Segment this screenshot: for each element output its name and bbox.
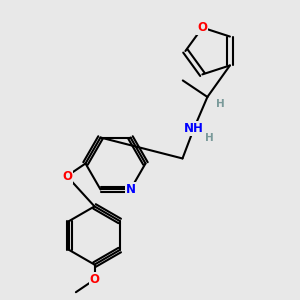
Text: NH: NH: [184, 122, 204, 135]
Text: O: O: [62, 169, 72, 183]
Text: H: H: [205, 133, 214, 143]
Text: O: O: [89, 273, 100, 286]
Text: N: N: [125, 183, 136, 196]
Text: H: H: [216, 99, 224, 109]
Text: O: O: [197, 21, 207, 34]
